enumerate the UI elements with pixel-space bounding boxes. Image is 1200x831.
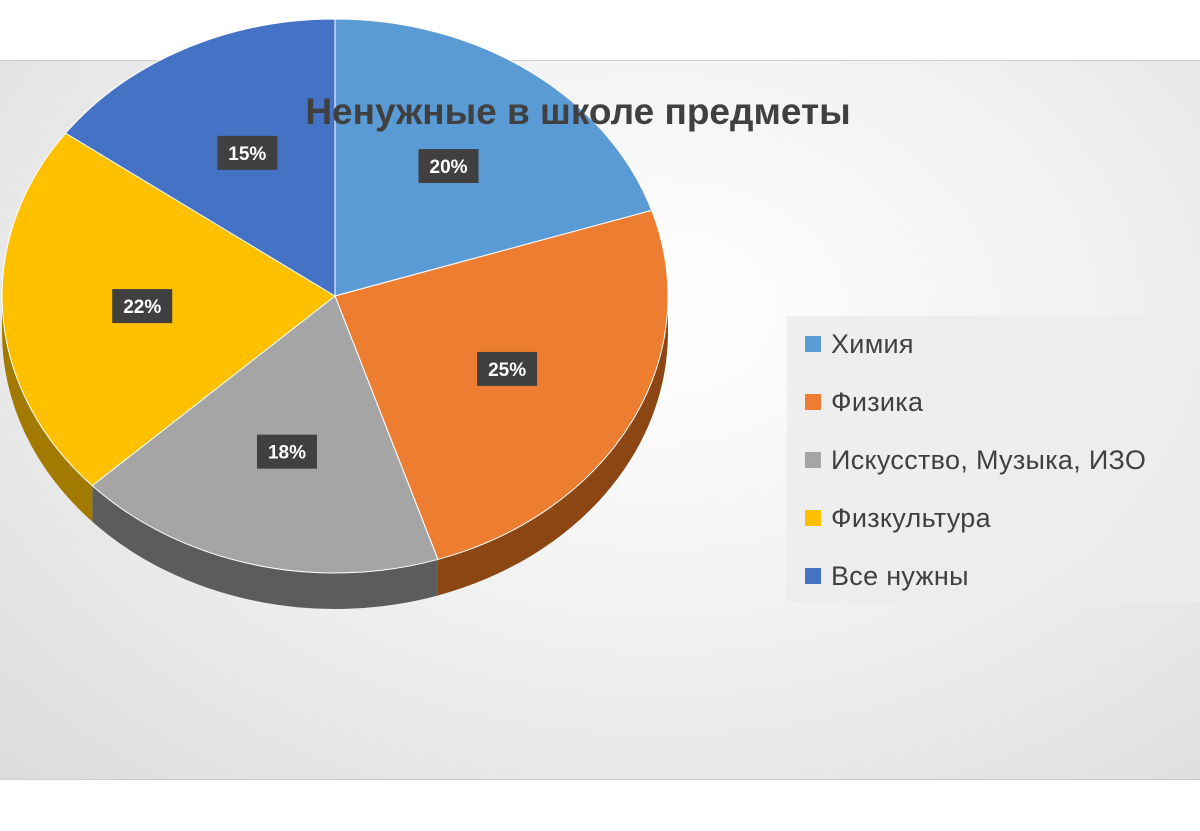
slice-side-iskusstvo bbox=[92, 485, 438, 609]
slice-side-fizika bbox=[437, 296, 668, 596]
slice-side-fizkultura bbox=[2, 296, 93, 522]
legend-item-fizika: Физика bbox=[805, 382, 923, 422]
data-label-text: 18% bbox=[268, 443, 306, 464]
legend-label: Физика bbox=[831, 386, 924, 417]
data-label-fizkultura: 22% bbox=[112, 289, 173, 324]
legend-label: Искусство, Музыка, ИЗО bbox=[831, 444, 1147, 475]
data-label-box bbox=[418, 149, 479, 184]
data-label-iskusstvo: 18% bbox=[256, 434, 317, 469]
slice-vse-nuzhny bbox=[64, 18, 336, 297]
data-label-fizika: 25% bbox=[477, 351, 538, 386]
legend-label: Все нужны bbox=[831, 560, 969, 591]
data-label-vse-nuzhny: 15% bbox=[217, 135, 278, 170]
legend-item-iskusstvo: Искусство, Музыка, ИЗО bbox=[805, 440, 1146, 480]
data-label-box bbox=[256, 434, 317, 469]
data-label-text: 15% bbox=[228, 144, 266, 165]
slice-khimiya bbox=[334, 18, 653, 297]
data-label-text: 20% bbox=[430, 157, 468, 178]
slice-iskusstvo bbox=[91, 295, 439, 574]
legend-swatch bbox=[805, 336, 821, 352]
data-labels: 20% 25% 18% 22% 15% bbox=[112, 135, 538, 469]
data-label-box bbox=[112, 289, 173, 324]
pie-sides bbox=[2, 296, 668, 609]
legend: Химия Физика Искусство, Музыка, ИЗО Физкуль… bbox=[787, 316, 1200, 602]
legend-item-khimiya: Химия bbox=[805, 324, 914, 364]
data-label-text: 25% bbox=[488, 360, 526, 381]
data-label-box bbox=[217, 135, 278, 170]
legend-swatch bbox=[805, 452, 821, 468]
legend-label: Химия bbox=[831, 328, 914, 359]
legend-item-fizkultura: Физкультура bbox=[805, 498, 991, 538]
legend-item-vse-nuzhny: Все нужны bbox=[805, 556, 969, 596]
legend-label: Физкультура bbox=[831, 502, 991, 533]
chart-title: Ненужные в школе предметы bbox=[305, 91, 850, 132]
legend-swatch bbox=[805, 394, 821, 410]
data-label-text: 22% bbox=[123, 297, 161, 318]
data-label-khimiya: 20% bbox=[418, 149, 479, 184]
legend-swatch bbox=[805, 510, 821, 526]
legend-swatch bbox=[805, 568, 821, 584]
data-label-box bbox=[477, 351, 538, 386]
